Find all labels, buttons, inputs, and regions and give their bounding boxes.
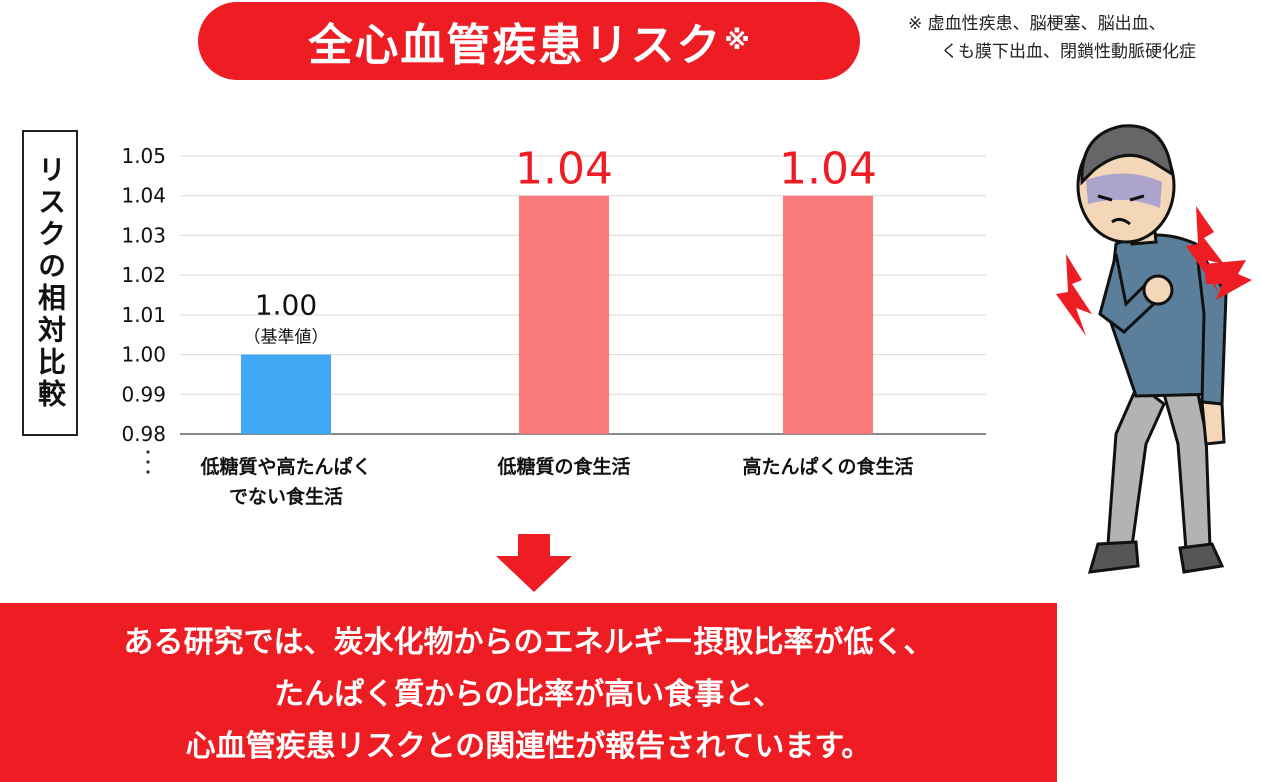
x-category-line: 低糖質の食生活 bbox=[497, 456, 631, 478]
title-footnote-mark: ※ bbox=[724, 26, 750, 56]
x-category-label: 高たんぱくの食生活 bbox=[698, 452, 958, 482]
bar bbox=[783, 195, 873, 434]
axis-break-dot bbox=[146, 460, 150, 464]
x-category-label: 低糖質や高たんぱく でない食生活 bbox=[156, 452, 416, 512]
man-chest-pain-illustration bbox=[1056, 124, 1252, 574]
y-tick-label: 0.98 bbox=[121, 422, 166, 446]
footnote-line-1: ※ 虚血性疾患、脳梗塞、脳出血、 bbox=[908, 14, 1166, 34]
x-category-label: 低糖質の食生活 bbox=[434, 452, 694, 482]
data-label: 1.04 bbox=[779, 144, 877, 195]
y-tick-label: 1.04 bbox=[121, 184, 166, 208]
y-tick-label: 1.00 bbox=[121, 343, 166, 367]
title-banner: 全心血管疾患リスク ※ bbox=[198, 2, 860, 80]
summary-line-3: 心血管疾患リスクとの関連性が報告されています。 bbox=[185, 729, 872, 764]
y-tick-label: 1.01 bbox=[121, 303, 166, 327]
summary-box: ある研究では、炭水化物からのエネルギー摂取比率が低く、 たんぱく質からの比率が高… bbox=[0, 603, 1057, 782]
y-axis-label: リスクの相対比較 bbox=[34, 155, 67, 411]
summary-line-1: ある研究では、炭水化物からのエネルギー摂取比率が低く、 bbox=[123, 625, 934, 660]
x-category-line: 高たんぱくの食生活 bbox=[742, 456, 914, 478]
chart-title: 全心血管疾患リスク bbox=[308, 20, 723, 71]
baseline-note: （基準値） bbox=[244, 328, 329, 348]
x-category-line: 低糖質や高たんぱく bbox=[200, 456, 372, 478]
footnote-line-2: くも膜下出血、閉鎖性動脈硬化症 bbox=[941, 42, 1196, 62]
y-tick-label: 1.02 bbox=[121, 263, 166, 287]
bar bbox=[519, 195, 609, 434]
x-category-line: でない食生活 bbox=[228, 486, 343, 508]
y-axis-label-box: リスクの相対比較 bbox=[22, 130, 78, 436]
y-tick-label: 0.99 bbox=[121, 382, 166, 406]
data-label: 1.04 bbox=[515, 144, 613, 195]
data-label: 1.00 bbox=[255, 289, 317, 322]
footnote: ※ 虚血性疾患、脳梗塞、脳出血、 くも膜下出血、閉鎖性動脈硬化症 bbox=[908, 10, 1196, 66]
axis-break-dot bbox=[146, 470, 150, 474]
down-arrow-icon bbox=[496, 534, 572, 592]
summary-line-2: たんぱく質からの比率が高い食事と、 bbox=[274, 677, 783, 712]
y-tick-label: 1.03 bbox=[121, 223, 166, 247]
y-tick-label: 1.05 bbox=[121, 144, 166, 168]
axis-break-dot bbox=[146, 450, 150, 454]
bar bbox=[241, 354, 331, 434]
